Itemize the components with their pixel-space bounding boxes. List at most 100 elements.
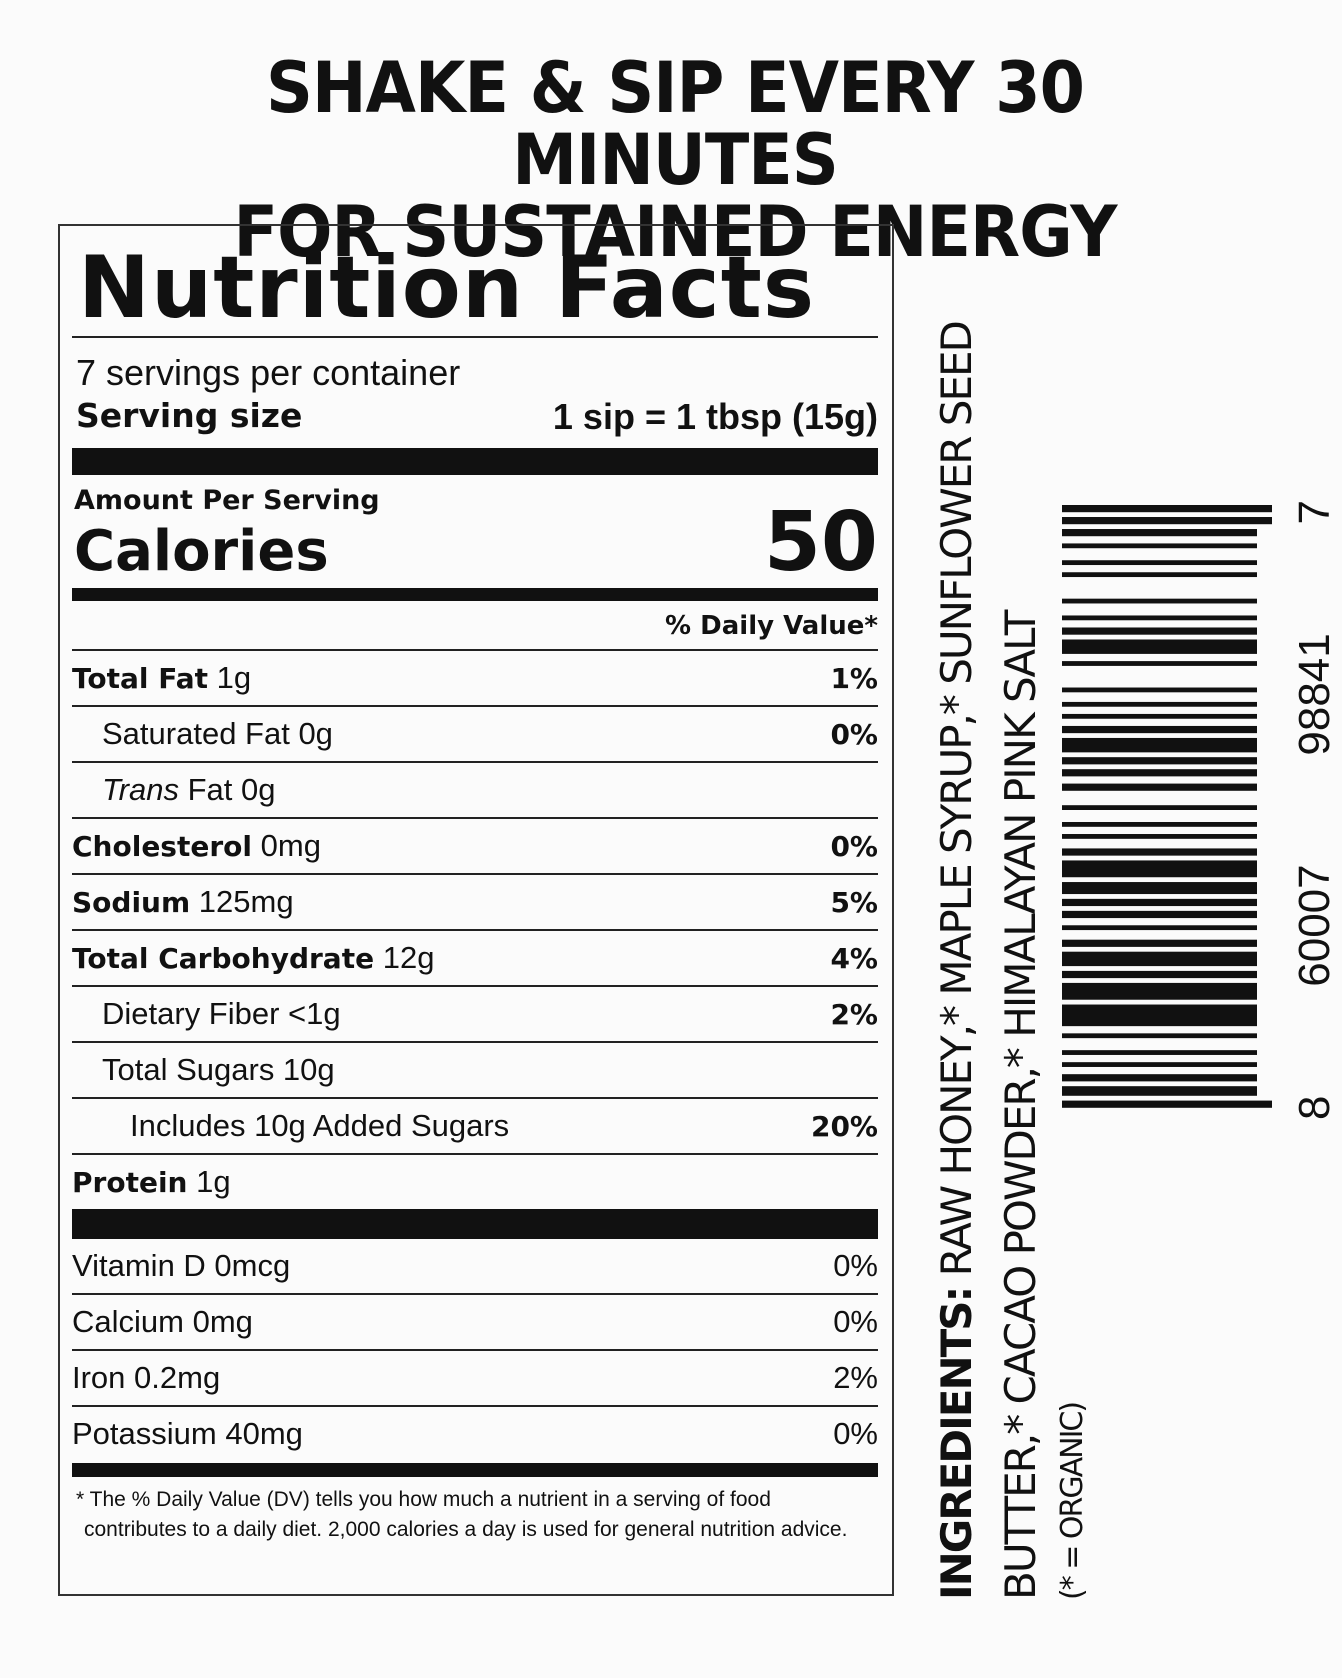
vitamin-row: Iron 0.2mg 2% <box>72 1351 878 1407</box>
nutrient-label: Total Sugars 10g <box>102 1052 335 1087</box>
barcode-bar <box>1062 910 1257 919</box>
nutrient-name: Total Fat 1g <box>72 660 251 696</box>
nutrient-name: Saturated Fat 0g <box>72 716 333 752</box>
nutrient-row: Total Sugars 10g <box>72 1043 878 1099</box>
barcode-bar <box>1062 1033 1257 1039</box>
vitamin-daily-value: 0% <box>833 1248 878 1283</box>
thick-divider <box>72 448 878 475</box>
calories-label: Calories <box>74 519 329 584</box>
barcode-bar <box>1062 1074 1257 1082</box>
ingredients-line-2: BUTTER,* CACAO POWDER,* HIMALAYAN PINK S… <box>996 611 1045 1600</box>
barcode-bar <box>1062 737 1257 753</box>
nutrient-name: Cholesterol 0mg <box>72 828 321 864</box>
nutrient-daily-value: 2% <box>830 997 878 1031</box>
nutrient-label: Cholesterol <box>72 830 252 863</box>
serving-size-label: Serving size <box>76 396 303 435</box>
barcode-bar <box>1062 529 1257 537</box>
barcode-bar <box>1062 783 1257 791</box>
barcode-bar <box>1062 925 1257 931</box>
thick-divider <box>72 1209 878 1239</box>
barcode-bar <box>1062 757 1257 765</box>
barcode-digit-group: 7 <box>1290 500 1339 525</box>
headline: SHAKE & SIP EVERY 30 MINUTES FOR SUSTAIN… <box>103 52 1247 268</box>
medium-divider <box>72 1463 878 1477</box>
nutrient-name: Total Sugars 10g <box>72 1052 335 1088</box>
nutrient-label: Sodium <box>72 886 191 919</box>
barcode-bar <box>1062 572 1257 578</box>
barcode-bar <box>1062 639 1257 654</box>
serving-size-value: 1 sip = 1 tbsp (15g) <box>552 396 878 437</box>
barcode-digits: 8 60007 98841 7 <box>1290 500 1340 1120</box>
nutrient-name: Protein 1g <box>72 1164 231 1200</box>
headline-line-1: SHAKE & SIP EVERY 30 MINUTES <box>266 47 1085 201</box>
nutrient-amount: 12g <box>382 940 435 975</box>
nutrient-name: Includes 10g Added Sugars <box>72 1108 509 1144</box>
barcode-bar <box>1062 543 1257 549</box>
barcode-bar <box>1062 1004 1257 1027</box>
nutrient-daily-value: 20% <box>810 1109 878 1143</box>
barcode-bar <box>1062 725 1257 734</box>
barcode-bar <box>1062 822 1257 827</box>
nutrient-label: Trans <box>102 772 179 807</box>
calories-row: Calories 50 <box>72 502 878 584</box>
nutrient-amount: Fat 0g <box>187 772 276 807</box>
barcode-bar <box>1062 1086 1257 1096</box>
nutrient-label: Total Fat <box>72 662 209 695</box>
barcode-bar <box>1062 769 1257 777</box>
barcode-bar <box>1062 834 1257 839</box>
nutrient-name: Sodium 125mg <box>72 884 294 920</box>
barcode-bar <box>1062 805 1257 810</box>
barcode-bar <box>1062 898 1257 907</box>
nutrient-amount: 125mg <box>198 884 294 919</box>
nutrient-amount: 0mg <box>260 828 321 863</box>
barcode-bar <box>1062 560 1257 566</box>
barcode-bar <box>1062 661 1257 666</box>
nutrient-row: Total Fat 1g 1% <box>72 651 878 707</box>
nutrient-daily-value: 1% <box>830 661 878 695</box>
barcode-bar <box>1062 598 1257 604</box>
headline-line-2: FOR SUSTAINED ENERGY <box>233 191 1118 273</box>
nutrient-label: Dietary Fiber <1g <box>102 996 341 1031</box>
vitamin-daily-value: 2% <box>833 1360 878 1395</box>
daily-value-header: % Daily Value* <box>72 601 878 651</box>
barcode-bar <box>1062 701 1257 707</box>
barcode-bar <box>1062 505 1272 513</box>
nutrient-row: Includes 10g Added Sugars 20% <box>72 1099 878 1155</box>
barcode-bar <box>1062 982 1257 1000</box>
nutrient-row: Dietary Fiber <1g 2% <box>72 987 878 1043</box>
ingredients-line-1: RAW HONEY,* MAPLE SYRUP,* SUNFLOWER SEED <box>932 322 981 1288</box>
vitamin-daily-value: 0% <box>833 1416 878 1451</box>
nutrient-daily-value: 5% <box>830 885 878 919</box>
vitamin-name: Vitamin D 0mcg <box>72 1248 291 1283</box>
barcode-bar <box>1062 939 1257 947</box>
calories-value: 50 <box>763 495 878 590</box>
amount-per-serving: Amount Per Serving <box>74 485 380 516</box>
nutrient-name: Total Carbohydrate 12g <box>72 940 434 976</box>
barcode-digit-group: 8 <box>1290 1095 1339 1120</box>
barcode-digit-group: 98841 <box>1290 633 1339 756</box>
barcode-bar <box>1062 517 1272 525</box>
nutrient-daily-value: 0% <box>830 829 878 863</box>
barcode-bar <box>1062 627 1257 635</box>
nutrient-label: Protein <box>72 1166 188 1199</box>
barcode-bar <box>1062 951 1257 967</box>
barcode-bar <box>1062 860 1257 878</box>
barcode-bar <box>1062 1062 1257 1067</box>
nutrient-row: Trans Fat 0g <box>72 763 878 819</box>
barcode-bar <box>1062 882 1257 895</box>
barcode-bar <box>1062 848 1257 856</box>
nutrient-row: Protein 1g <box>72 1155 878 1209</box>
ingredients-label: INGREDIENTS: <box>932 1287 981 1600</box>
medium-divider <box>72 588 878 601</box>
vitamin-name: Iron 0.2mg <box>72 1360 221 1395</box>
barcode <box>1062 505 1272 1108</box>
nutrient-row: Saturated Fat 0g 0% <box>72 707 878 763</box>
nutrient-daily-value: 4% <box>830 941 878 975</box>
nutrient-row: Sodium 125mg 5% <box>72 875 878 931</box>
nutrient-label: Total Carbohydrate <box>72 942 375 975</box>
vitamin-name: Calcium 0mg <box>72 1304 253 1339</box>
nutrient-row: Total Carbohydrate 12g 4% <box>72 931 878 987</box>
nutrient-amount: 1g <box>196 1164 231 1199</box>
nutrient-name: Trans Fat 0g <box>72 772 275 808</box>
nutrient-amount: 1g <box>216 660 252 695</box>
